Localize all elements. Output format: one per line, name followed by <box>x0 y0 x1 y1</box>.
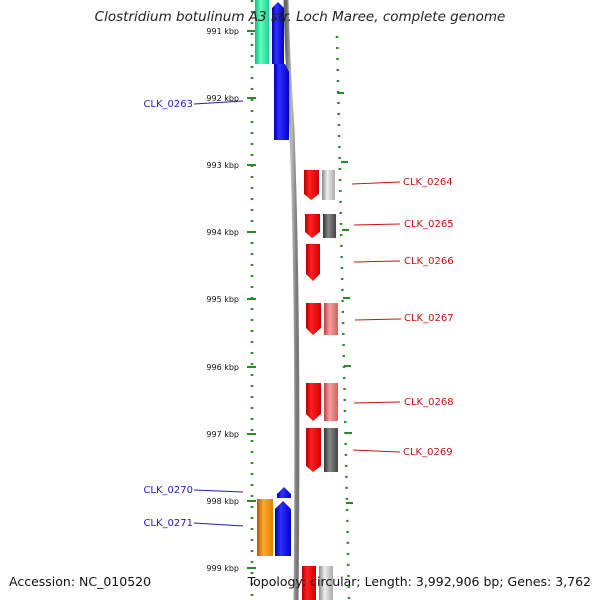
gene-clk0269 <box>306 428 321 472</box>
gene-clk0267-partner <box>324 303 338 335</box>
gene-label-clk0271: CLK_0271 <box>143 518 193 529</box>
tick-label: 991 kbp <box>206 27 239 36</box>
gene-orange <box>257 499 273 556</box>
gene-bottom-light <box>319 566 333 600</box>
reverse-genes <box>302 170 338 600</box>
gene-clk0269-partner <box>324 428 338 472</box>
tick-label: 995 kbp <box>206 295 239 304</box>
gene-blue-top <box>272 2 284 64</box>
forward-genes <box>255 0 291 556</box>
gene-label-clk0264: CLK_0264 <box>403 177 453 188</box>
gene-clk0268-partner <box>324 383 338 421</box>
tick-label: 996 kbp <box>206 363 239 372</box>
gene-label-clk0270: CLK_0270 <box>143 485 193 496</box>
genome-title: Clostridium botulinum A3 str. Loch Maree… <box>94 9 506 25</box>
gene-clk0266 <box>306 244 320 281</box>
right-track-ticks <box>337 92 353 504</box>
leader-lines <box>193 100 402 527</box>
gene-label-clk0265: CLK_0265 <box>404 219 454 230</box>
gene-clk0264-partner <box>322 170 335 200</box>
gene-label-clk0267: CLK_0267 <box>404 313 454 324</box>
tick-label: 994 kbp <box>206 228 239 237</box>
tick-label: 992 kbp <box>206 94 239 103</box>
gene-label-clk0263: CLK_0263 <box>143 99 193 110</box>
tick-label: 993 kbp <box>206 161 239 170</box>
gene-clk0268 <box>306 383 321 421</box>
right-dotted-track <box>335 35 351 600</box>
tick-label: 998 kbp <box>206 497 239 506</box>
scale-ticks <box>247 30 256 569</box>
scale-tick-labels: 991 kbp 992 kbp 993 kbp 994 kbp 995 kbp … <box>206 27 239 573</box>
gene-labels: CLK_0263 CLK_0270 CLK_0271 CLK_0264 CLK_… <box>143 99 453 529</box>
gene-clk0267 <box>306 303 321 335</box>
gene-clk0263 <box>274 64 289 140</box>
gene-clk0270 <box>277 487 291 498</box>
gene-label-clk0266: CLK_0266 <box>404 256 454 267</box>
gene-clk0264 <box>304 170 319 200</box>
gene-clk0271 <box>275 501 291 556</box>
tick-label: 999 kbp <box>206 564 239 573</box>
gene-bottom-red <box>302 566 316 600</box>
gene-label-clk0268: CLK_0268 <box>404 397 454 408</box>
gene-clk0265 <box>305 214 320 238</box>
genome-summary-text: Topology: circular; Length: 3,992,906 bp… <box>247 574 591 589</box>
gene-clk0265-partner <box>323 214 336 238</box>
gene-label-clk0269: CLK_0269 <box>403 447 453 458</box>
genome-backbone <box>283 0 300 600</box>
gene-green <box>255 0 269 64</box>
tick-label: 997 kbp <box>206 430 239 439</box>
accession-text: Accession: NC_010520 <box>9 574 152 589</box>
